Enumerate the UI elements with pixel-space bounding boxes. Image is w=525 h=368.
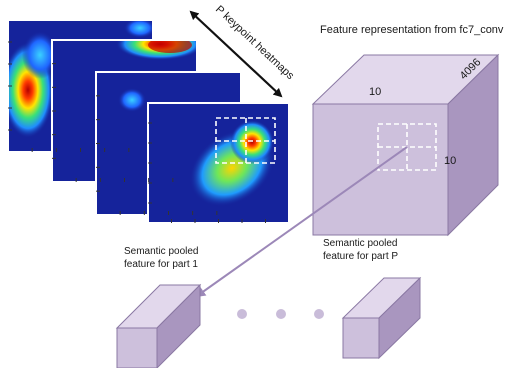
heatmap-pooling-grid <box>215 117 276 164</box>
cube-height-label: 10 <box>444 155 456 167</box>
heatmap-ticks <box>8 41 266 223</box>
pooled-part-1-line2: feature for part 1 <box>124 259 198 270</box>
pooled-feature-p <box>341 276 422 360</box>
pooled-part-p-line1: Semantic pooled <box>323 238 398 249</box>
ellipsis-dots <box>237 309 324 319</box>
feature-title: Feature representation from fc7_conv <box>320 24 504 36</box>
heatmap-4 <box>147 102 290 224</box>
heatmap-stack <box>7 19 290 224</box>
cube-width-label: 10 <box>369 86 381 98</box>
pooled-feature-1 <box>115 283 202 368</box>
pooled-part-p-line2: feature for part P <box>323 251 398 262</box>
feature-cube <box>311 53 500 237</box>
pooled-part-1-line1: Semantic pooled <box>124 246 199 257</box>
pooling-arrow <box>195 146 408 298</box>
heatmap-depth-arrow <box>189 10 283 98</box>
